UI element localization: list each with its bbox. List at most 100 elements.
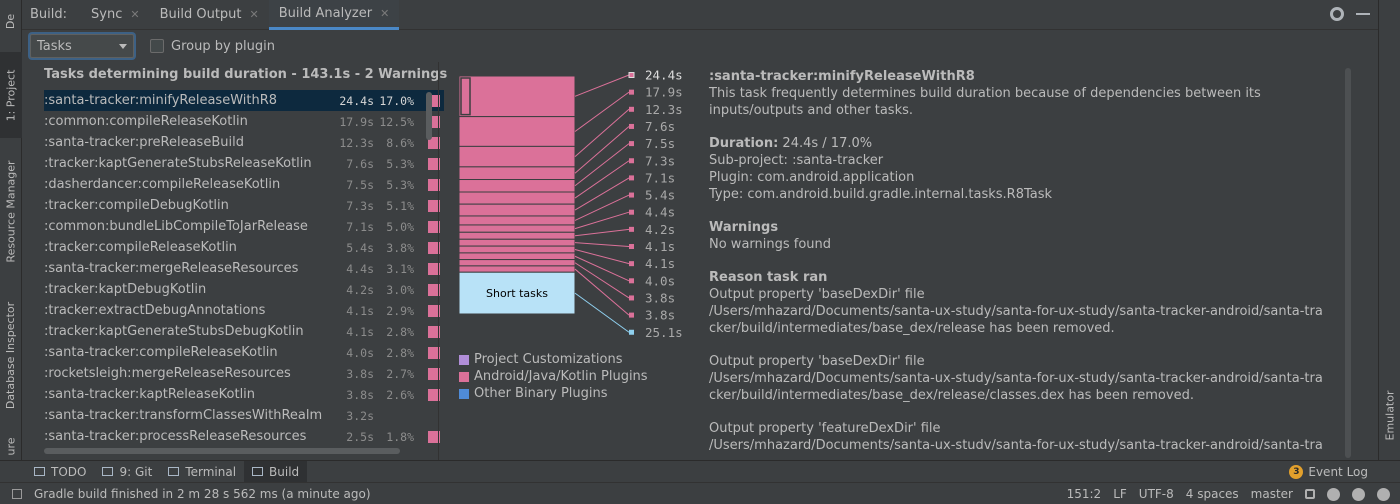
task-bar[interactable] xyxy=(458,252,576,261)
task-bar[interactable] xyxy=(458,215,576,226)
short-tasks-bar[interactable] xyxy=(458,271,576,315)
task-bar[interactable] xyxy=(458,231,576,240)
legend-label: Android/Java/Kotlin Plugins xyxy=(474,369,648,384)
status-message: Gradle build finished in 2 m 28 s 562 ms… xyxy=(34,486,371,501)
task-bar[interactable] xyxy=(458,179,576,193)
caret-position[interactable]: 151:2 xyxy=(1066,487,1102,501)
task-bar[interactable] xyxy=(458,259,576,267)
task-percent: 8.6% xyxy=(386,135,414,150)
view-select[interactable]: Tasks xyxy=(30,34,134,58)
task-row[interactable]: :common:bundleLibCompileToJarRelease 7.1s… xyxy=(44,216,444,237)
task-row[interactable]: :santa-tracker:transformClassesWithRealm… xyxy=(44,405,444,426)
task-row[interactable]: :tracker:kaptGenerateStubsReleaseKotlin 7… xyxy=(44,153,444,174)
task-row[interactable]: :santa-tracker:mergeReleaseResources 4.4s… xyxy=(44,258,444,279)
task-row[interactable]: :santa-tracker:compileReleaseKotlin 4.0s 2… xyxy=(44,342,444,363)
task-row[interactable]: :rocketsleigh:mergeReleaseResources 3.8s 2… xyxy=(44,363,444,384)
tool-tab-todo[interactable]: TODO xyxy=(26,461,94,483)
chevron-down-icon xyxy=(119,43,127,49)
task-duration: 4.1s xyxy=(346,324,374,339)
details-scrollbar[interactable] xyxy=(1345,68,1351,458)
connector-line xyxy=(574,126,630,174)
label-marker xyxy=(629,312,634,318)
connector-line xyxy=(574,292,630,333)
close-icon[interactable]: ✕ xyxy=(380,6,390,20)
task-percent: 5.1% xyxy=(386,198,414,213)
task-percent: 12.5% xyxy=(379,114,414,129)
task-bar[interactable] xyxy=(458,166,576,181)
task-bar[interactable] xyxy=(458,145,576,168)
task-row[interactable]: :santa-tracker:preReleaseBuild 12.3s 8.6% xyxy=(44,132,444,153)
label-marker xyxy=(629,106,634,112)
indent-setting[interactable]: 4 spaces xyxy=(1185,487,1239,501)
task-row[interactable]: :santa-tracker:kaptReleaseKotlin 3.8s 2.6% xyxy=(44,384,444,405)
tab-build-output[interactable]: Build Output ✕ xyxy=(150,0,269,30)
details-type: Type: com.android.build.gradle.internal.… xyxy=(709,187,1053,202)
gear-icon[interactable] xyxy=(1330,7,1344,21)
vtab-device-manager[interactable]: De xyxy=(0,0,22,42)
lock-icon[interactable] xyxy=(1305,489,1315,499)
task-name: :santa-tracker:minifyReleaseWithR8 xyxy=(44,93,278,108)
vtab-emulator[interactable]: Emulator xyxy=(1379,370,1400,460)
event-count-badge: 3 xyxy=(1289,465,1304,479)
connector-line xyxy=(574,255,630,282)
label-marker xyxy=(629,329,634,335)
label-marker xyxy=(629,261,634,267)
task-row[interactable]: :dasherdancer:compileReleaseKotlin 7.5s 5.… xyxy=(44,174,444,195)
tab-sync[interactable]: Sync ✕ xyxy=(81,0,150,30)
file-encoding[interactable]: UTF-8 xyxy=(1138,487,1174,501)
task-row[interactable]: :tracker:kaptDebugKotlin 4.2s 3.0% xyxy=(44,279,444,300)
connector-line xyxy=(574,249,630,265)
tool-tab-build[interactable]: Build xyxy=(244,460,308,483)
connector-line xyxy=(574,194,630,221)
task-row[interactable]: :tracker:compileReleaseKotlin 5.4s 3.8% xyxy=(44,237,444,258)
task-bar[interactable] xyxy=(458,224,576,233)
task-row[interactable]: :tracker:kaptGenerateStubsDebugKotlin 4.1… xyxy=(44,321,444,342)
task-bar[interactable] xyxy=(458,245,576,254)
task-row[interactable]: :santa-tracker:processReleaseResources 2.… xyxy=(44,426,444,447)
task-percent: 1.8% xyxy=(386,429,414,444)
plugin-color-swatch xyxy=(428,199,440,212)
task-percent: 3.0% xyxy=(386,282,414,297)
group-by-plugin-label[interactable]: Group by plugin xyxy=(171,38,275,54)
task-name: :santa-tracker:mergeReleaseResources xyxy=(44,261,299,276)
duration-label: 4.1s xyxy=(645,256,675,271)
task-bar[interactable] xyxy=(458,116,576,147)
tool-tab-label: Terminal xyxy=(185,464,237,479)
task-bar[interactable] xyxy=(458,75,576,118)
inspector-icon[interactable] xyxy=(1377,487,1390,501)
smile-icon[interactable] xyxy=(1327,487,1340,501)
toggle-tool-windows-icon[interactable] xyxy=(12,489,22,499)
terminal-icon xyxy=(168,467,180,476)
vtab-project[interactable]: 1: Project xyxy=(0,52,22,138)
task-bar[interactable] xyxy=(458,265,576,273)
task-row[interactable]: :tracker:extractDebugAnnotations 4.1s 2.9% xyxy=(44,300,444,321)
line-separator[interactable]: LF xyxy=(1113,487,1127,501)
vertical-scrollbar[interactable] xyxy=(426,92,432,140)
event-log-button[interactable]: 3 Event Log xyxy=(1289,461,1368,483)
vtab-structure[interactable]: ure xyxy=(0,432,22,460)
task-name: :common:bundleLibCompileToJarRelease xyxy=(44,219,308,234)
task-bar[interactable] xyxy=(458,191,576,205)
task-bar[interactable] xyxy=(458,203,576,217)
tool-tab-terminal[interactable]: Terminal xyxy=(160,461,244,483)
vtab-resource-manager[interactable]: Resource Manager xyxy=(0,148,22,274)
frown-icon[interactable] xyxy=(1352,487,1365,501)
close-icon[interactable]: ✕ xyxy=(130,8,140,21)
git-branch[interactable]: master xyxy=(1250,487,1293,501)
task-name: :santa-tracker:compileReleaseKotlin xyxy=(44,345,278,360)
vtab-database-inspector[interactable]: Database Inspector xyxy=(0,290,22,420)
task-bar[interactable] xyxy=(458,238,576,247)
horizontal-scrollbar[interactable] xyxy=(44,448,400,454)
task-row[interactable]: :tracker:compileDebugKotlin 7.3s 5.1% xyxy=(44,195,444,216)
tool-tab-git[interactable]: 9: Git xyxy=(94,461,160,483)
minimize-icon[interactable] xyxy=(1356,13,1370,15)
right-tool-strip: Emulator xyxy=(1378,0,1400,460)
task-row[interactable]: :santa-tracker:minifyReleaseWithR8 24.4s 1… xyxy=(44,90,444,111)
group-by-plugin-checkbox[interactable] xyxy=(150,39,164,53)
task-row[interactable]: :common:compileReleaseKotlin 17.9s 12.5% xyxy=(44,111,444,132)
task-name: :tracker:kaptGenerateStubsDebugKotlin xyxy=(44,324,304,339)
tab-build-analyzer[interactable]: Build Analyzer ✕ xyxy=(268,0,400,30)
close-icon[interactable]: ✕ xyxy=(249,8,259,21)
duration-label: 24.4s xyxy=(645,68,683,83)
plugin-color-swatch xyxy=(428,136,440,149)
